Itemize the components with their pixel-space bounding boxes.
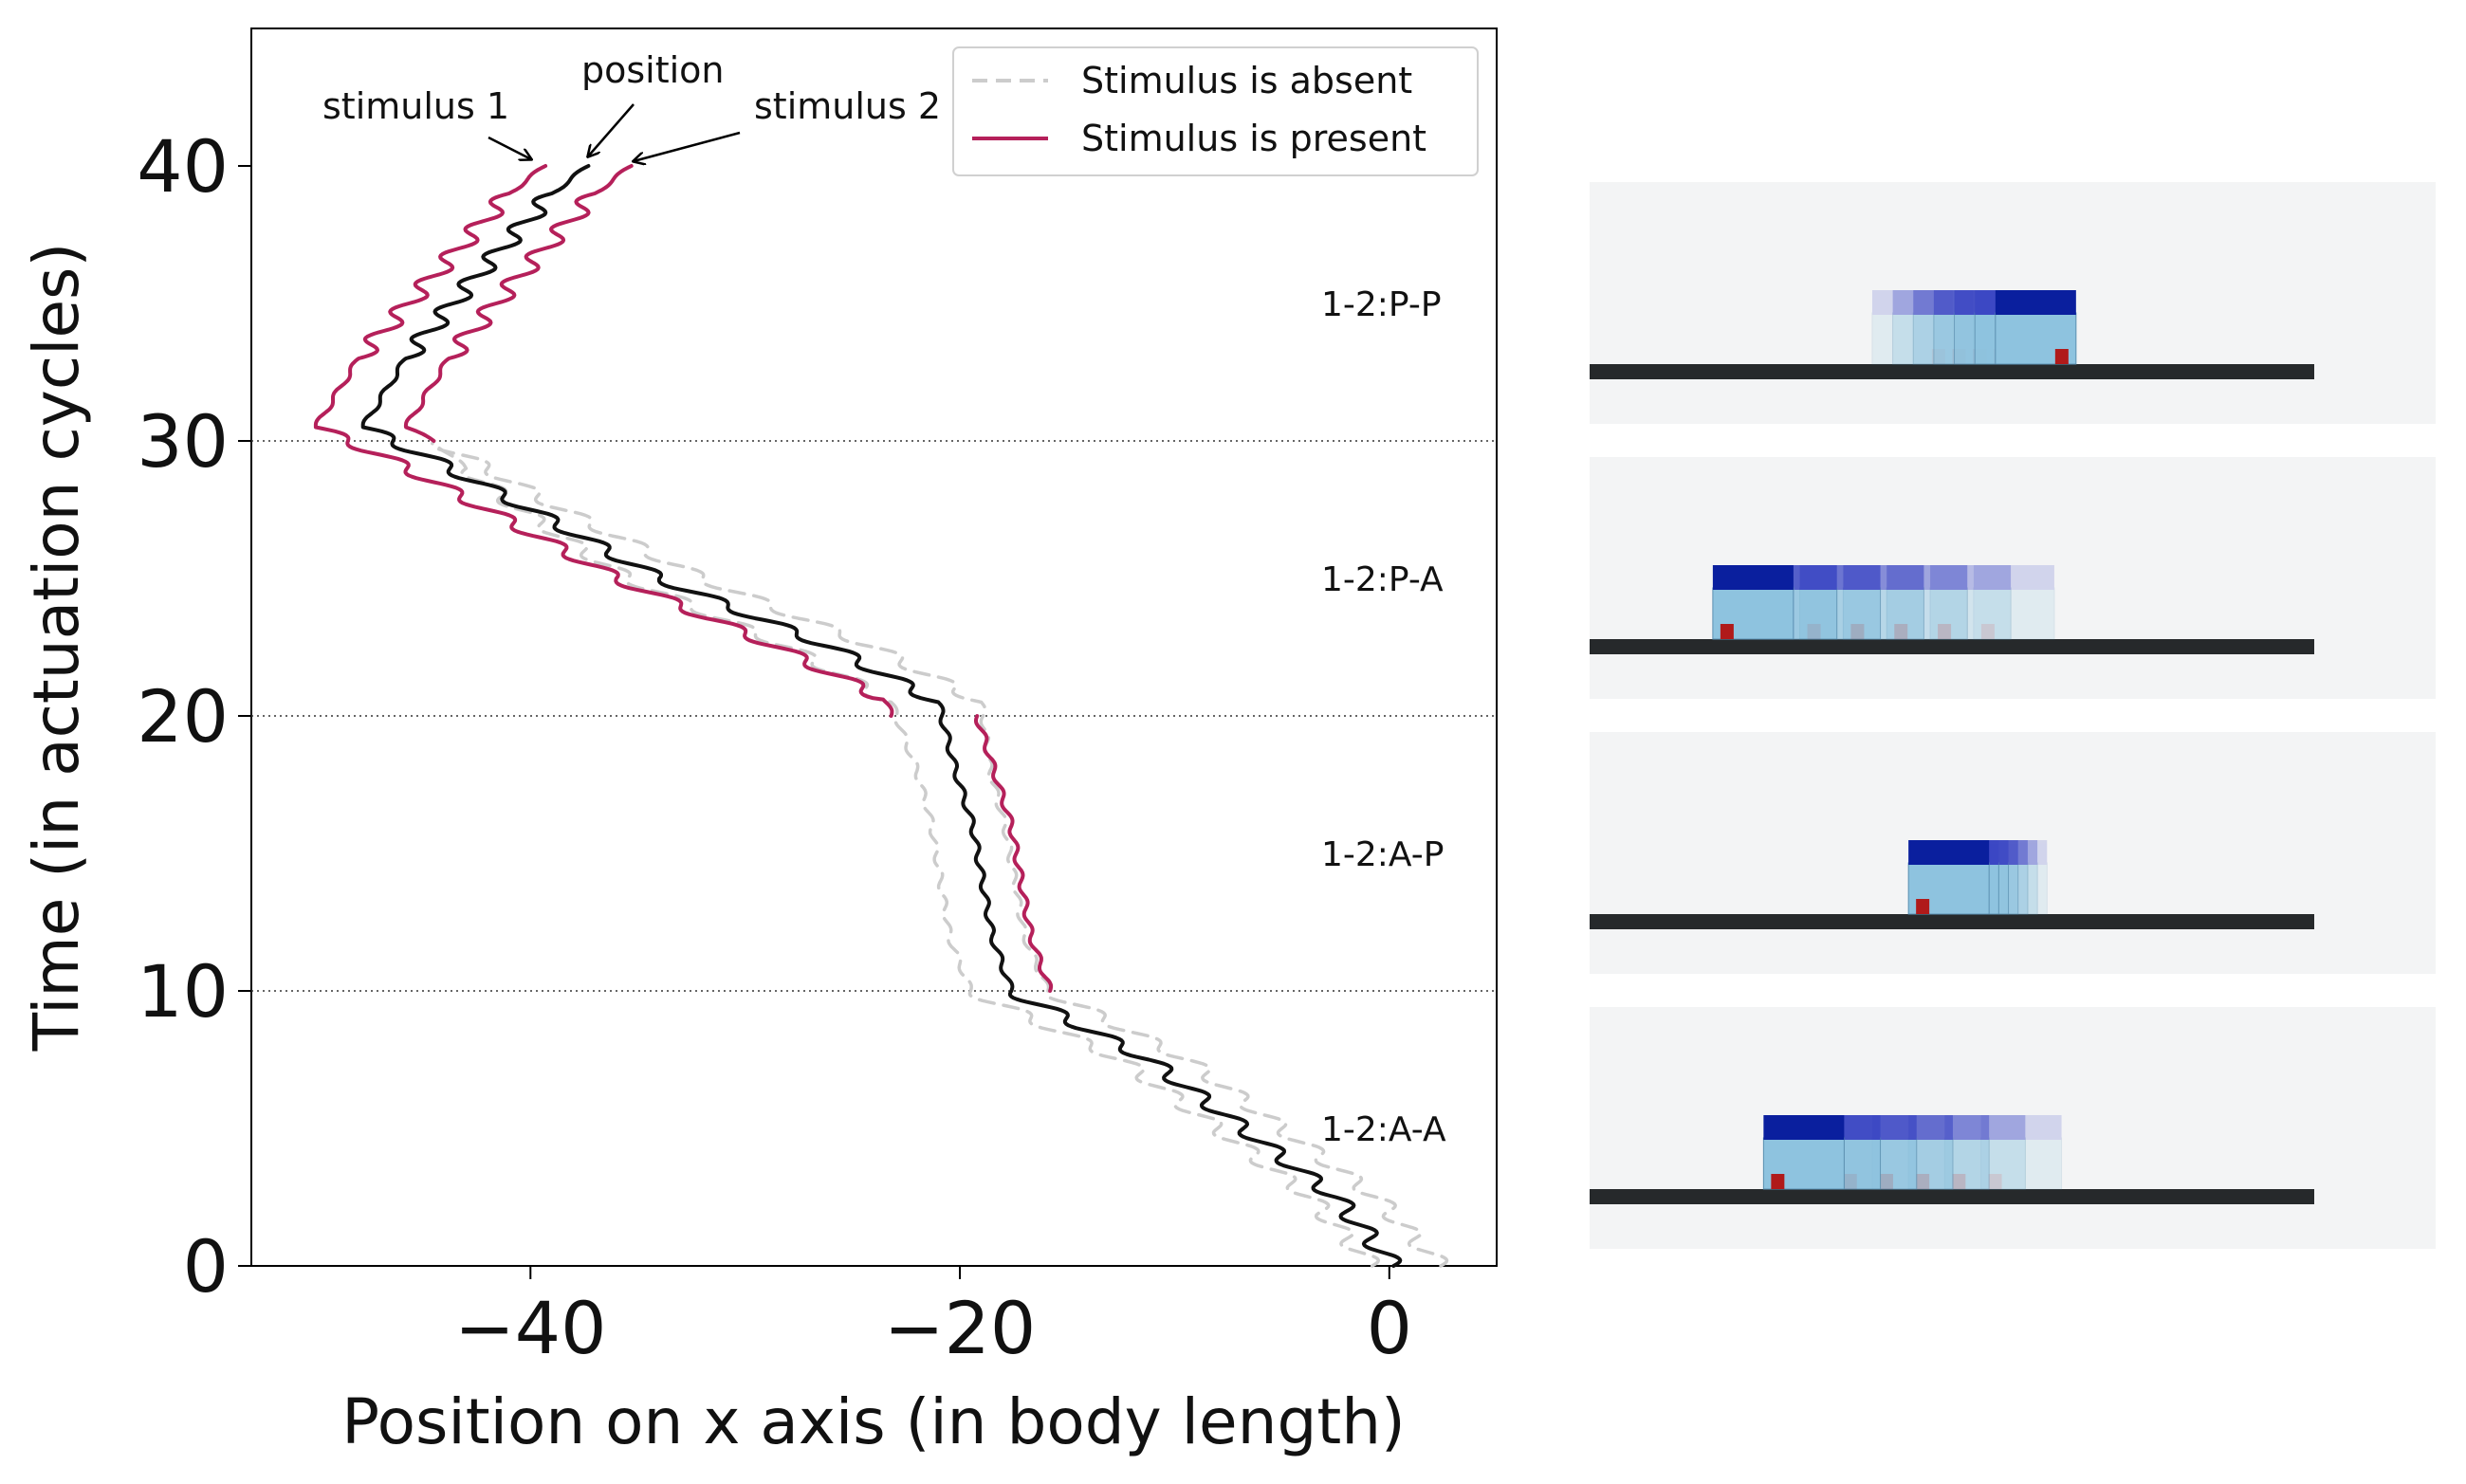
robot-body — [1907, 862, 1990, 915]
annotation-stimulus-2-arrow — [634, 131, 741, 161]
axes-frame — [250, 27, 1498, 1267]
series-position — [360, 164, 1403, 1268]
panel-1-2:A-A: 1-2:A-A — [1321, 1007, 2436, 1249]
annotation-position-arrow — [588, 103, 635, 156]
panel-label: 1-2:P-A — [1321, 560, 1444, 599]
y-tick-label: 0 — [183, 1224, 229, 1309]
annotation-position: position — [581, 49, 725, 91]
annotation-stimulus-1-arrow — [488, 136, 531, 159]
robot-top — [1995, 290, 2076, 315]
robot-body — [1929, 587, 2012, 640]
robot-top — [1712, 565, 1794, 590]
x-axis-label: Position on x axis (in body length) — [341, 1385, 1406, 1458]
panel-1-2:P-P: 1-2:P-P — [1321, 182, 2436, 424]
robot-snapshot — [1712, 565, 1794, 640]
legend-box — [952, 46, 1479, 176]
robot-body — [1973, 587, 2055, 640]
y-tick-label: 10 — [137, 949, 229, 1034]
y-axis-label: Time (in actuation cycles) — [20, 243, 93, 1052]
robot-snapshot — [1995, 290, 2077, 365]
x-tick-label: 0 — [1367, 1286, 1412, 1370]
robot-top — [1763, 1115, 1845, 1140]
robot-snapshot — [1907, 840, 1990, 915]
panel-1-2:A-P: 1-2:A-P — [1321, 732, 2436, 974]
panel-label: 1-2:A-P — [1321, 835, 1444, 874]
panel-floor — [1590, 1189, 2314, 1204]
robot-leg — [1988, 1174, 2002, 1189]
series-stimulus-2-present-b — [403, 164, 634, 443]
robot-leg — [1980, 624, 1995, 639]
trajectory-chart: −40 −20 0 0 10 20 30 40 Position on x axis (in… — [20, 27, 1498, 1458]
series-lines — [313, 164, 1449, 1268]
robot-body — [1943, 1137, 2026, 1190]
robot-top — [1973, 565, 2054, 590]
x-tick-label: −20 — [884, 1286, 1036, 1370]
robot-leg — [1916, 899, 1930, 914]
panel-label: 1-2:P-P — [1321, 285, 1442, 324]
robot-snapshot — [1943, 1115, 2026, 1190]
annotation-stimulus-2: stimulus 2 — [754, 85, 941, 127]
robot-top — [1930, 565, 2012, 590]
robot-top — [1908, 840, 1990, 865]
y-tick-label: 20 — [137, 674, 229, 759]
series-stimulus-1-present — [313, 164, 894, 718]
robot-top — [1944, 1115, 2026, 1140]
series-stimulus-2-present-a — [974, 714, 1054, 993]
series-absent-2 — [431, 439, 1449, 1268]
legend-label-absent: Stimulus is absent — [1081, 60, 1412, 101]
y-axis-ticks: 0 10 20 30 40 — [137, 124, 251, 1309]
simulation-panels: 1-2:P-P 1-2:P-A 1-2:A-P 1-2:A-A — [1321, 182, 2436, 1249]
legend-label-present: Stimulus is present — [1081, 118, 1426, 159]
robot-snapshot — [1929, 565, 2012, 640]
panel-background — [1590, 1007, 2436, 1249]
series-absent-1 — [432, 439, 1381, 1268]
annotations: stimulus 1 position stimulus 2 — [322, 49, 941, 161]
panel-floor — [1590, 364, 2314, 379]
robot-snapshot — [1973, 565, 2055, 640]
x-tick-label: −40 — [454, 1286, 606, 1370]
panel-label: 1-2:A-A — [1321, 1110, 1446, 1149]
robot-leg — [1771, 1174, 1785, 1189]
x-axis-ticks: −40 −20 0 — [454, 1266, 1412, 1370]
legend: Stimulus is absent Stimulus is present — [952, 46, 1479, 176]
panel-1-2:P-A: 1-2:P-A — [1321, 457, 2436, 699]
robot-snapshot — [1762, 1115, 1845, 1190]
robot-leg — [1952, 1174, 1966, 1189]
y-tick-label: 40 — [137, 124, 229, 209]
robot-top — [1980, 1115, 2062, 1140]
annotation-stimulus-1: stimulus 1 — [322, 85, 509, 127]
robot-leg — [1938, 624, 1952, 639]
y-tick-label: 30 — [137, 399, 229, 484]
panel-floor — [1590, 914, 2314, 929]
robot-snapshot — [1980, 1115, 2063, 1190]
panel-floor — [1590, 639, 2314, 654]
robot-leg — [1720, 624, 1734, 639]
robot-leg — [2054, 349, 2069, 364]
robot-body — [1980, 1137, 2063, 1190]
